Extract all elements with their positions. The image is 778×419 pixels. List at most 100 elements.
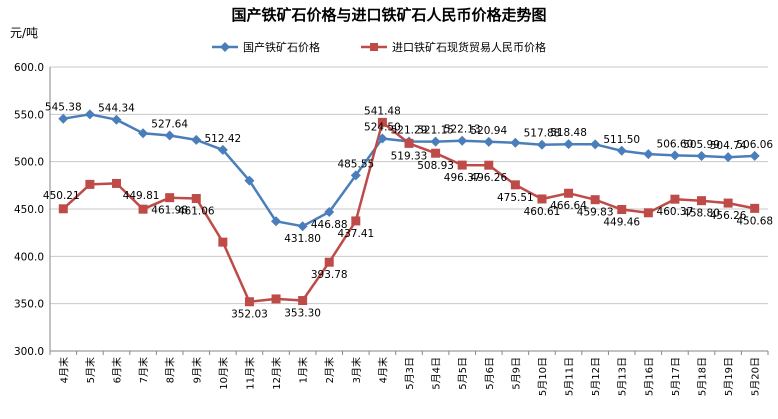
- x-tick-label: 12月末: [270, 357, 283, 390]
- x-tick-label: 5月17日: [670, 357, 682, 396]
- data-point-domestic: [297, 221, 308, 232]
- x-tick-label: 5月20日: [750, 357, 762, 396]
- data-label-import: 352.03: [231, 309, 268, 321]
- data-point-import: [484, 160, 494, 170]
- x-tick-label: 11月末: [243, 357, 256, 390]
- data-label-domestic: 506.06: [736, 139, 773, 151]
- data-label-domestic: 512.42: [204, 133, 241, 145]
- data-point-import: [510, 180, 520, 190]
- data-label-import: 466.64: [550, 200, 587, 212]
- x-tick-label: 5月3日: [404, 357, 416, 390]
- data-label-domestic: 506.60: [657, 138, 694, 150]
- data-label-domestic: 431.80: [284, 233, 321, 245]
- data-point-domestic: [643, 149, 654, 160]
- data-label-import: 519.33: [391, 150, 428, 162]
- x-tick-label: 1月末: [297, 357, 310, 383]
- data-point-import: [58, 204, 68, 214]
- data-label-domestic: 545.38: [45, 102, 82, 114]
- data-label-domestic: 485.55: [337, 158, 374, 170]
- x-tick-label: 5月19日: [723, 357, 735, 396]
- data-label-import: 449.81: [123, 190, 160, 202]
- data-point-import: [723, 198, 733, 208]
- data-point-import: [271, 294, 281, 304]
- data-point-domestic: [377, 133, 388, 144]
- data-label-import: 460.61: [524, 206, 561, 218]
- data-label-import: 541.48: [364, 105, 401, 117]
- x-tick-label: 5月18日: [697, 357, 709, 396]
- y-tick-label: 550.0: [14, 109, 44, 121]
- data-point-import: [617, 205, 627, 215]
- data-point-import: [165, 193, 175, 203]
- y-tick-label: 600.0: [14, 62, 44, 74]
- data-label-domestic: 521.15: [417, 125, 454, 137]
- x-axis-ticks: 4月末 5月末 6月末 7月末 8月末 9月末 10月末 11月末 12月末 1月末 2月末 3月末 4…: [49, 351, 769, 396]
- y-tick-label: 350.0: [14, 299, 44, 311]
- data-label-domestic: 520.94: [470, 125, 507, 137]
- data-point-domestic: [244, 175, 255, 186]
- data-label-import: 393.78: [311, 269, 348, 281]
- data-point-domestic: [138, 128, 149, 139]
- data-label-domestic: 527.64: [151, 119, 188, 131]
- data-point-import: [750, 203, 760, 213]
- data-point-import: [537, 194, 547, 204]
- data-point-import: [324, 257, 334, 267]
- x-tick-label: 6月末: [110, 357, 123, 383]
- data-point-import: [377, 117, 387, 127]
- data-point-domestic: [84, 109, 95, 120]
- data-label-import: 450.68: [736, 215, 773, 227]
- data-labels: 545.38 544.34 527.64 512.42 431.80 446.88 485.…: [43, 102, 773, 321]
- data-label-import: 460.37: [657, 206, 694, 218]
- data-point-domestic: [430, 136, 441, 147]
- data-point-import: [218, 237, 228, 247]
- data-point-import: [298, 296, 308, 306]
- data-point-domestic: [324, 206, 335, 217]
- data-point-domestic: [536, 139, 547, 150]
- x-tick-label: 5月11日: [564, 357, 576, 396]
- data-point-import: [590, 195, 600, 205]
- legend: 国产铁矿石价格 进口铁矿石现货贸易人民币价格: [212, 40, 546, 54]
- data-label-import: 456.26: [710, 210, 747, 222]
- x-tick-label: 5月5日: [457, 357, 469, 390]
- chart-title: 国产铁矿石价格与进口铁矿石人民币价格走势图: [231, 6, 546, 24]
- data-point-domestic: [563, 139, 574, 150]
- data-label-import: 461.06: [178, 206, 215, 218]
- data-label-import: 496.26: [470, 172, 507, 184]
- x-tick-label: 5月10日: [537, 357, 549, 396]
- data-label-import: 449.46: [603, 217, 640, 229]
- axes: [49, 67, 768, 352]
- data-point-domestic: [350, 170, 361, 181]
- data-point-import: [670, 194, 680, 204]
- x-tick-label: 7月末: [137, 357, 150, 383]
- data-point-domestic: [510, 137, 521, 148]
- x-tick-label: 4月末: [376, 357, 389, 383]
- data-point-import: [85, 179, 95, 189]
- data-point-import: [244, 297, 254, 307]
- x-tick-label: 5月16日: [643, 357, 655, 396]
- data-label-domestic: 505.99: [683, 139, 720, 151]
- data-label-import: 461.98: [151, 205, 188, 217]
- data-point-import: [431, 148, 441, 158]
- data-point-import: [643, 208, 653, 218]
- data-point-domestic: [723, 152, 734, 163]
- y-tick-label: 500.0: [14, 157, 44, 169]
- x-tick-label: 4月末: [57, 357, 70, 383]
- data-label-domestic: 544.34: [98, 103, 135, 115]
- data-label-domestic: 511.50: [603, 134, 640, 146]
- data-point-import: [564, 188, 574, 198]
- data-label-import: 475.51: [497, 192, 534, 204]
- data-point-domestic: [217, 144, 228, 155]
- legend-marker-import: [370, 43, 378, 51]
- x-tick-label: 3月末: [350, 357, 363, 383]
- series-markers: [58, 109, 760, 307]
- legend-label-domestic: 国产铁矿石价格: [243, 40, 320, 54]
- data-point-domestic: [191, 134, 202, 145]
- x-tick-label: 5月4日: [431, 357, 443, 390]
- data-label-domestic: 517.88: [524, 128, 561, 140]
- x-tick-label: 10月末: [217, 357, 230, 390]
- x-tick-label: 2月末: [323, 357, 336, 383]
- data-point-domestic: [669, 150, 680, 161]
- data-point-domestic: [749, 150, 760, 161]
- data-label-domestic: 518.48: [550, 127, 587, 139]
- data-label-domestic: 446.88: [311, 219, 348, 231]
- x-tick-label: 5月12日: [590, 357, 602, 396]
